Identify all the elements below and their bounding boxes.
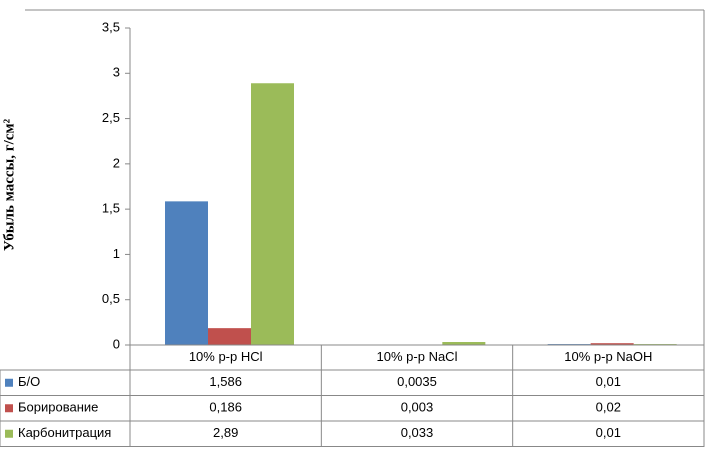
x-tick-label: 10% р-р HCl bbox=[189, 349, 263, 364]
x-tick-label: 10% р-р NaOH bbox=[564, 349, 652, 364]
legend-label: Борирование bbox=[18, 400, 98, 415]
bar bbox=[165, 201, 208, 345]
bar bbox=[208, 328, 251, 345]
y-tick-label: 0,5 bbox=[102, 291, 120, 306]
table-value: 0,0035 bbox=[397, 374, 437, 389]
bar bbox=[442, 342, 486, 345]
y-axis-label: Убыль массы, г/см² bbox=[1, 118, 17, 251]
legend-label: Б/О bbox=[18, 374, 40, 389]
table-value: 0,003 bbox=[401, 400, 434, 415]
table-value: 0,186 bbox=[209, 400, 242, 415]
legend-swatch bbox=[5, 429, 13, 438]
table-value: 0,01 bbox=[596, 374, 621, 389]
table-value: 2,89 bbox=[213, 425, 238, 440]
table-value: 0,033 bbox=[401, 425, 434, 440]
y-tick-label: 2,5 bbox=[102, 110, 120, 125]
table-value: 1,586 bbox=[209, 374, 242, 389]
y-tick-label: 1,5 bbox=[102, 201, 120, 216]
y-tick-label: 0 bbox=[113, 336, 120, 351]
y-tick-label: 1 bbox=[113, 246, 120, 261]
y-tick-label: 2 bbox=[113, 155, 120, 170]
legend-swatch bbox=[5, 378, 13, 387]
legend-swatch bbox=[5, 404, 13, 413]
y-tick-label: 3 bbox=[113, 65, 120, 80]
bar bbox=[590, 343, 634, 345]
y-tick-label: 3,5 bbox=[102, 19, 120, 34]
table-value: 0,02 bbox=[596, 400, 621, 415]
x-tick-label: 10% р-р NaCl bbox=[377, 349, 458, 364]
legend-label: Карбонитрация bbox=[18, 425, 111, 440]
table-value: 0,01 bbox=[596, 425, 621, 440]
bar bbox=[251, 83, 294, 346]
